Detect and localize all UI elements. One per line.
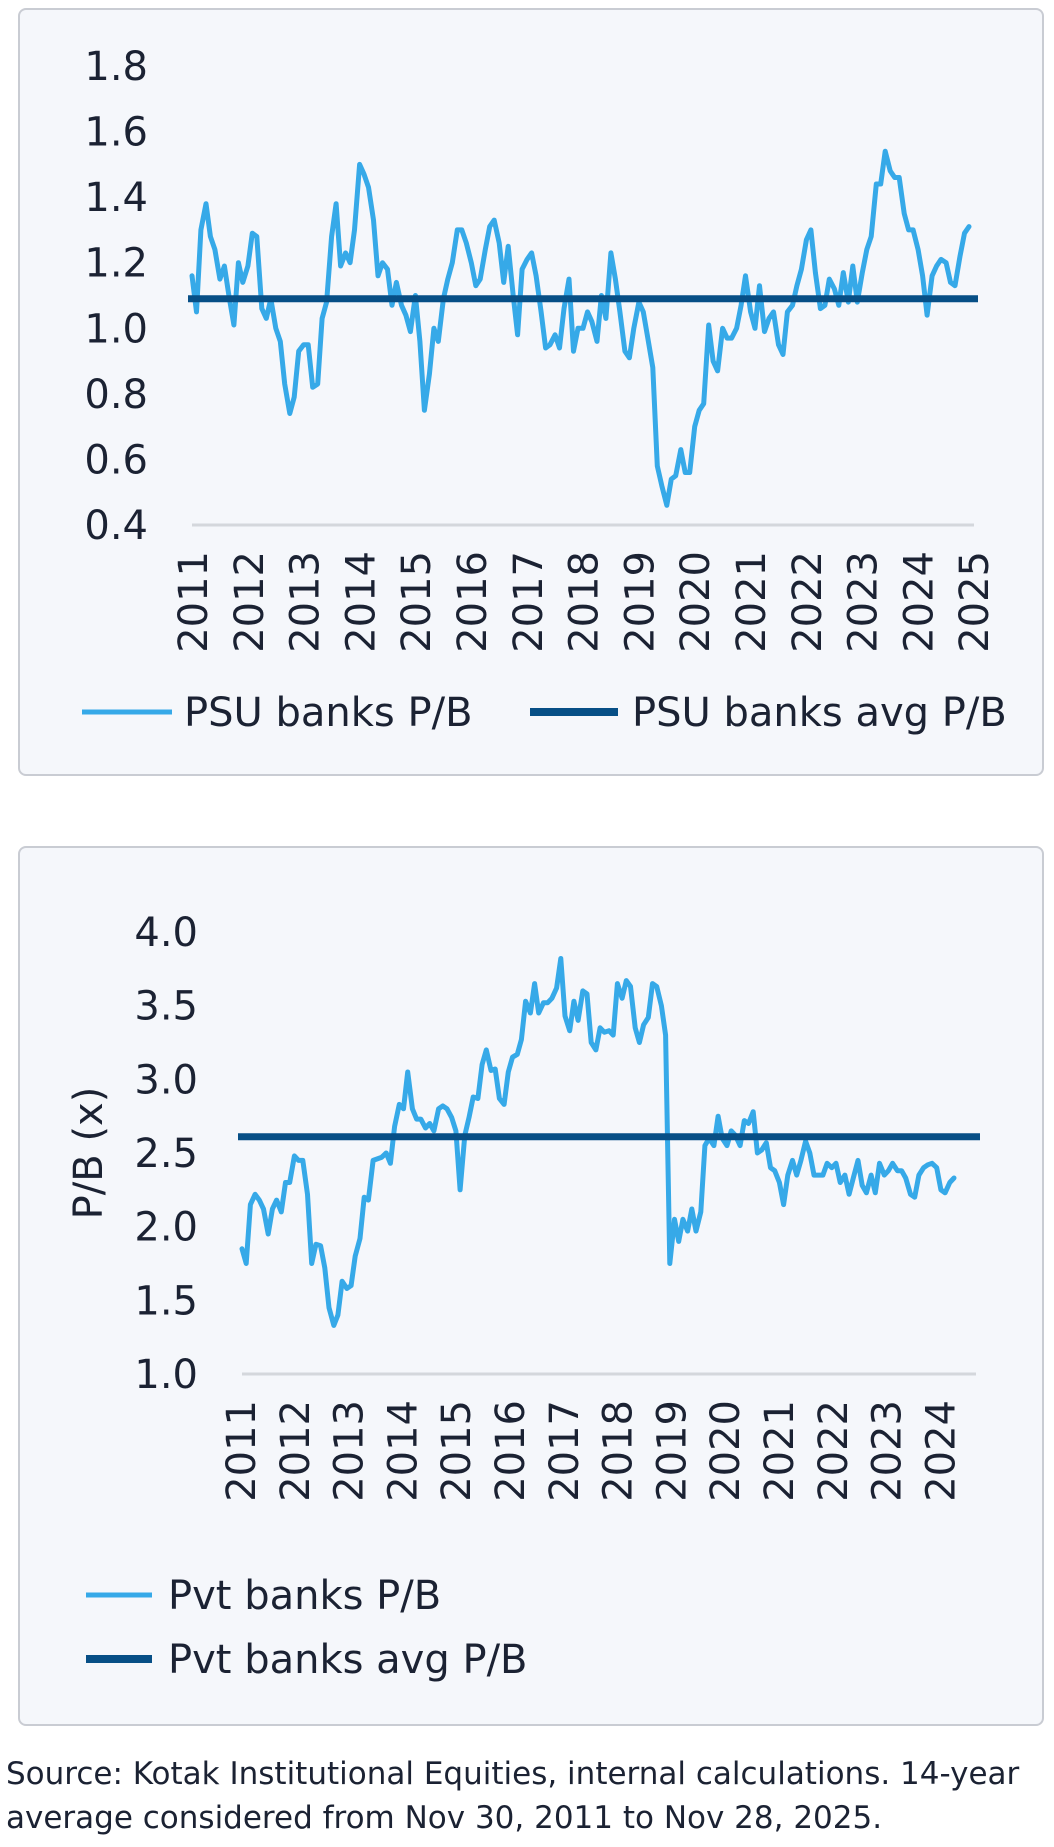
- y-tick-label: 0.6: [84, 437, 148, 483]
- legend-label: PSU banks avg P/B: [632, 690, 1007, 736]
- x-tick-label: 2016: [450, 551, 496, 653]
- x-tick-label: 2013: [283, 551, 329, 653]
- x-tick-label: 2014: [338, 551, 384, 653]
- x-tick-label: 2011: [219, 1400, 265, 1502]
- x-tick-label: 2023: [841, 551, 887, 653]
- x-tick-label: 2018: [562, 551, 608, 653]
- y-tick-label: 3.5: [134, 984, 198, 1030]
- pvt-pb-line: [239, 956, 957, 1328]
- y-tick-label: 4.0: [134, 910, 198, 956]
- y-tick-label: 1.2: [84, 241, 148, 287]
- x-tick-label: 2019: [649, 1400, 695, 1502]
- source-note: Source: Kotak Institutional Equities, in…: [6, 1756, 1020, 1836]
- x-tick-label: 2022: [785, 551, 831, 653]
- y-tick-label: 0.4: [84, 503, 148, 549]
- x-tick-label: 2020: [703, 1400, 749, 1502]
- y-tick-label: 1.6: [84, 110, 148, 156]
- x-tick-label: 2014: [380, 1400, 426, 1502]
- x-tick-label: 2021: [757, 1400, 803, 1502]
- legend-label: Pvt banks P/B: [168, 1573, 441, 1619]
- x-tick-label: 2025: [952, 551, 998, 653]
- legend-label: PSU banks P/B: [184, 690, 473, 736]
- y-tick-label: 2.0: [134, 1205, 198, 1251]
- y-tick-label: 0.8: [84, 372, 148, 418]
- y-tick-label: 1.8: [84, 44, 148, 90]
- x-tick-label: 2022: [811, 1400, 857, 1502]
- y-tick-label: 1.4: [84, 175, 148, 221]
- y-tick-label: 1.0: [134, 1352, 198, 1398]
- x-tick-label: 2013: [327, 1400, 373, 1502]
- x-tick-label: 2011: [171, 551, 217, 653]
- x-tick-label: 2020: [673, 551, 719, 653]
- x-tick-label: 2024: [918, 1400, 964, 1502]
- x-tick-label: 2023: [865, 1400, 911, 1502]
- psu-pb-chart: 0.4 0.6 0.8 1.0 1.2 1.4 1.6 1.8 2011 2012 2013 2014…: [82, 44, 1007, 736]
- x-tick-label: 2012: [227, 551, 273, 653]
- x-tick-label: 2021: [729, 551, 775, 653]
- psu-chart-panel: 0.4 0.6 0.8 1.0 1.2 1.4 1.6 1.8 2011 2012 2013 2014…: [18, 8, 1044, 776]
- x-tick-label: 2018: [596, 1400, 642, 1502]
- y-tick-label: 3.0: [134, 1057, 198, 1103]
- legend-label: Pvt banks avg P/B: [168, 1637, 528, 1683]
- x-tick-label: 2012: [273, 1400, 319, 1502]
- x-tick-label: 2017: [542, 1400, 588, 1502]
- y-axis-title: P/B (x): [66, 1087, 112, 1220]
- x-tick-label: 2017: [506, 551, 552, 653]
- x-tick-label: 2015: [434, 1400, 480, 1502]
- x-tick-label: 2019: [617, 551, 663, 653]
- x-tick-label: 2024: [896, 551, 942, 653]
- psu-pb-line: [189, 148, 972, 508]
- x-tick-label: 2016: [488, 1400, 534, 1502]
- pvt-chart-panel: 1.0 1.5 2.0 2.5 3.0 3.5 4.0 2011 2012 2013 2014 201…: [18, 846, 1044, 1726]
- y-tick-label: 2.5: [134, 1131, 198, 1177]
- y-tick-label: 1.0: [84, 306, 148, 352]
- x-tick-label: 2015: [394, 551, 440, 653]
- y-tick-label: 1.5: [134, 1278, 198, 1324]
